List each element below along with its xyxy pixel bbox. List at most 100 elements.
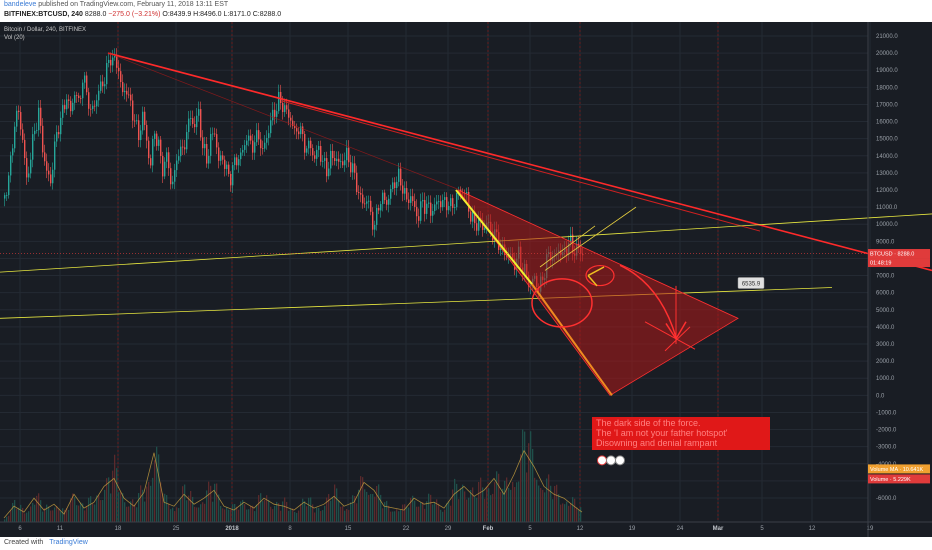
candle-body xyxy=(124,90,126,93)
candle-body xyxy=(146,124,148,141)
volume-bar xyxy=(86,506,88,522)
volume-bar xyxy=(432,504,434,522)
candle-body xyxy=(478,217,480,231)
candle-body xyxy=(152,138,154,166)
volume-bar xyxy=(440,509,442,522)
candle-body xyxy=(474,211,476,224)
candle-body xyxy=(46,161,48,171)
callout-text: The 'I am not your father hotspot' xyxy=(596,428,728,438)
candle-body xyxy=(428,202,430,204)
candle-body xyxy=(170,168,172,185)
volume-bar xyxy=(278,503,280,522)
volume-bar xyxy=(38,493,40,522)
tradingview-brand[interactable]: TradingView xyxy=(49,539,88,546)
volume-bar xyxy=(362,477,364,522)
candle-body xyxy=(276,111,278,117)
candle-body xyxy=(452,198,454,208)
volume-bar xyxy=(316,507,318,522)
volume-bar xyxy=(372,494,374,522)
candle-body xyxy=(248,135,250,141)
candle-body xyxy=(10,155,12,176)
candle-body xyxy=(76,95,78,96)
candle-body xyxy=(448,206,450,211)
volume-bar xyxy=(502,488,504,522)
y-tick-label: 14000.0 xyxy=(876,154,898,160)
volume-bar xyxy=(42,511,44,522)
volume-bar xyxy=(496,471,498,522)
created-with-text: Created with xyxy=(4,539,44,546)
volume-bar xyxy=(416,506,418,522)
volume-bar xyxy=(414,500,416,522)
volume-bar xyxy=(108,477,110,522)
candle-body xyxy=(56,132,58,142)
candle-body xyxy=(100,81,102,91)
chart-area[interactable]: 6535.9 The dark side of the force. The 'I … xyxy=(0,22,932,537)
candle-body xyxy=(274,109,276,117)
volume-bar xyxy=(320,511,322,522)
volume-bar xyxy=(382,508,384,522)
volume-bar xyxy=(296,512,298,522)
candle-body xyxy=(222,155,224,160)
volume-bar xyxy=(114,454,116,522)
candle-body xyxy=(6,195,8,196)
candle-body xyxy=(122,82,124,93)
volume-bar xyxy=(272,509,274,522)
volume-bar xyxy=(286,501,288,522)
candle-body xyxy=(422,200,424,202)
candle-body xyxy=(228,164,230,174)
volume-bar xyxy=(242,499,244,522)
candle-body xyxy=(108,59,110,63)
author-name[interactable]: bandeleve xyxy=(4,1,37,8)
candle-body xyxy=(406,188,408,200)
candle-body xyxy=(52,169,54,184)
candle-body xyxy=(214,133,216,135)
candle-body xyxy=(294,126,296,129)
candle-body xyxy=(434,204,436,212)
volume-bar xyxy=(494,482,496,522)
volume-bar xyxy=(22,507,24,522)
candle-body xyxy=(30,159,32,174)
volume-bar xyxy=(284,497,286,522)
candle-body xyxy=(162,155,164,177)
volume-bar xyxy=(396,509,398,522)
volume-bar xyxy=(240,501,242,522)
volume-bar xyxy=(314,512,316,522)
volume-bar xyxy=(518,481,520,522)
candle-body xyxy=(164,161,166,177)
price-tag-text: 01:48:19 xyxy=(870,261,891,267)
y-tick-label: 10000.0 xyxy=(876,222,898,228)
y-tick-label: 19000.0 xyxy=(876,68,898,74)
candle-body xyxy=(326,158,328,177)
volume-bar xyxy=(218,494,220,522)
volume-bar xyxy=(98,495,100,522)
volume-bar xyxy=(130,501,132,522)
candle-body xyxy=(256,130,258,143)
volume-bar xyxy=(50,510,52,522)
candle-body xyxy=(116,55,118,68)
x-tick-label: 22 xyxy=(403,526,410,532)
candle-body xyxy=(384,192,386,201)
y-tick-label: 3000.0 xyxy=(876,342,895,348)
x-tick-label: 15 xyxy=(345,526,352,532)
volume-bar xyxy=(254,511,256,522)
volume-bar xyxy=(136,507,138,522)
candle-body xyxy=(472,211,474,222)
x-tick-label: 18 xyxy=(115,526,122,532)
volume-bar xyxy=(570,503,572,522)
volume-bar xyxy=(148,481,150,522)
candle-body xyxy=(254,142,256,153)
volume-bar xyxy=(348,510,350,522)
volume-bar xyxy=(176,507,178,522)
volume-bar xyxy=(236,506,238,522)
candle-body xyxy=(102,81,104,87)
volume-bar xyxy=(310,497,312,522)
volume-bar xyxy=(54,507,56,522)
volume-bar xyxy=(426,501,428,522)
y-tick-label: 17000.0 xyxy=(876,102,898,108)
candle-body xyxy=(264,142,266,149)
volume-bar xyxy=(154,460,156,522)
price-chart[interactable]: 6535.9 The dark side of the force.The 'I … xyxy=(0,22,932,537)
created-with: Created with TradingView xyxy=(4,539,88,546)
volume-bar xyxy=(312,504,314,522)
volume-bar xyxy=(548,474,550,522)
